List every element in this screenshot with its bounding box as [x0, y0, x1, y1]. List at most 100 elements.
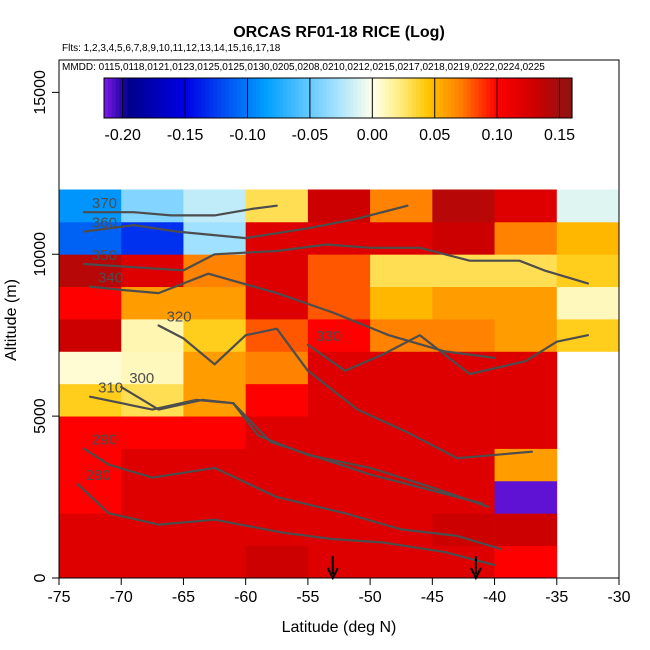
heatmap-cell: [121, 319, 184, 352]
colorbar-segment: [131, 78, 136, 118]
heatmap-cell: [432, 416, 495, 449]
colorbar-segment: [447, 78, 452, 118]
heatmap-cell: [59, 189, 122, 223]
heatmap-cell: [183, 221, 247, 255]
contour-label: 360: [92, 215, 117, 232]
colorbar-segment: [330, 78, 335, 118]
colorbar-segment: [544, 78, 550, 118]
heatmap-cell: [432, 383, 495, 417]
heatmap-cell: [121, 448, 184, 482]
colorbar-segment: [365, 78, 370, 118]
colorbar-segment: [341, 78, 347, 118]
colorbar-segment: [338, 78, 343, 118]
colorbar-segment: [435, 78, 440, 118]
colorbar-segment: [244, 78, 249, 118]
colorbar-segment: [205, 78, 210, 118]
heatmap-cell: [121, 416, 184, 449]
heatmap-cell: [370, 319, 433, 352]
colorbar-segment: [443, 78, 448, 118]
colorbar-segment: [228, 78, 234, 118]
colorbar-segment: [209, 78, 214, 118]
colorbar-segment: [423, 78, 429, 118]
flights-text: Flts: 1,2,3,4,5,6,7,8,9,10,11,12,13,14,1…: [62, 43, 281, 54]
colorbar-segment: [185, 78, 191, 118]
colorbar-segment: [217, 78, 222, 118]
colorbar-segment: [287, 78, 292, 118]
colorbar: -0.20 -0.15 -0.10 -0.05 0.00 0.05 0.10 0.15: [103, 77, 575, 144]
colorbar-segment: [162, 78, 167, 118]
heatmap-cell: [370, 254, 433, 288]
heatmap-cell: [432, 513, 495, 547]
colorbar-segment: [404, 78, 409, 118]
heatmap-cell: [59, 416, 122, 449]
colorbar-segment: [552, 78, 557, 118]
x-tick-label: -60: [234, 589, 257, 606]
heatmap-cell: [245, 448, 309, 482]
colorbar-segment: [525, 78, 530, 118]
colorbar-segment: [517, 78, 522, 118]
contour-line: [120, 385, 490, 508]
colorbar-frame: [103, 77, 573, 119]
y-tick-label: 10000: [32, 232, 49, 277]
heatmap-cell: [307, 416, 371, 449]
heatmap-cell: [245, 383, 309, 417]
colorbar-segment: [232, 78, 238, 118]
colorbar-segment: [189, 78, 195, 118]
heatmap-cell: [432, 319, 495, 352]
colorbar-segment: [318, 78, 323, 118]
colorbar-segment: [139, 78, 144, 118]
heatmap-cell: [494, 416, 558, 449]
heatmap-cell: [556, 189, 619, 223]
colorbar-segment: [419, 78, 425, 118]
colorbar-segment: [224, 78, 230, 118]
contour-label: 320: [167, 309, 192, 326]
y-tick-label: 0: [32, 573, 49, 582]
colorbar-segment: [458, 78, 464, 118]
colorbar-segment: [252, 78, 257, 118]
colorbar-segment: [478, 78, 483, 118]
colorbar-segment: [182, 78, 187, 118]
colorbar-segment: [548, 78, 554, 118]
colorbar-segment: [529, 78, 534, 118]
colorbar-segment: [466, 78, 472, 118]
colorbar-segment: [533, 78, 538, 118]
heatmap-cell: [121, 189, 184, 223]
colorbar-segment: [178, 78, 183, 118]
heatmap-cell: [245, 286, 309, 320]
heatmap-cell: [59, 513, 122, 547]
contour-label: 370: [92, 195, 117, 212]
contour-line: [157, 324, 534, 460]
colorbar-segment: [560, 78, 565, 118]
heatmap-cell: [245, 254, 309, 288]
colorbar-segment: [291, 78, 296, 118]
colorbar-segment: [392, 78, 398, 118]
colorbar-segment: [310, 78, 316, 118]
heatmap-cell: [494, 221, 558, 255]
colorbar-segment: [306, 78, 312, 118]
contour-label: 300: [129, 370, 154, 387]
contour-label: 310: [98, 380, 123, 397]
colorbar-tick-label: 0.00: [357, 127, 388, 144]
heatmap-cell: [370, 351, 433, 385]
colorbar-segment: [123, 78, 128, 118]
colorbar-segment: [408, 78, 413, 118]
colorbar-segment: [427, 78, 433, 118]
colorbar-segment: [302, 78, 308, 118]
colorbar-segment: [111, 78, 117, 118]
x-tick-label: -55: [296, 589, 319, 606]
x-axis: -75 -70 -65 -60 -55 -50 -45 -40 -35 -30: [47, 578, 631, 606]
heatmap-cell: [307, 545, 371, 578]
heatmap-cell: [432, 189, 495, 223]
colorbar-segment: [314, 78, 320, 118]
colorbar-tick-label: -0.05: [292, 127, 329, 144]
x-tick-label: -50: [359, 589, 382, 606]
heatmap-cell: [245, 319, 309, 352]
heatmap-cell: [307, 480, 371, 514]
contour-lines: 280 290 300 310 320 330 340 350 360 370: [76, 195, 590, 567]
colorbar-segment: [174, 78, 179, 118]
colorbar-segment: [193, 78, 199, 118]
heatmap-cell: [183, 448, 247, 482]
colorbar-segment: [279, 78, 284, 118]
colorbar-segment: [412, 78, 417, 118]
contour-line: [82, 243, 590, 285]
